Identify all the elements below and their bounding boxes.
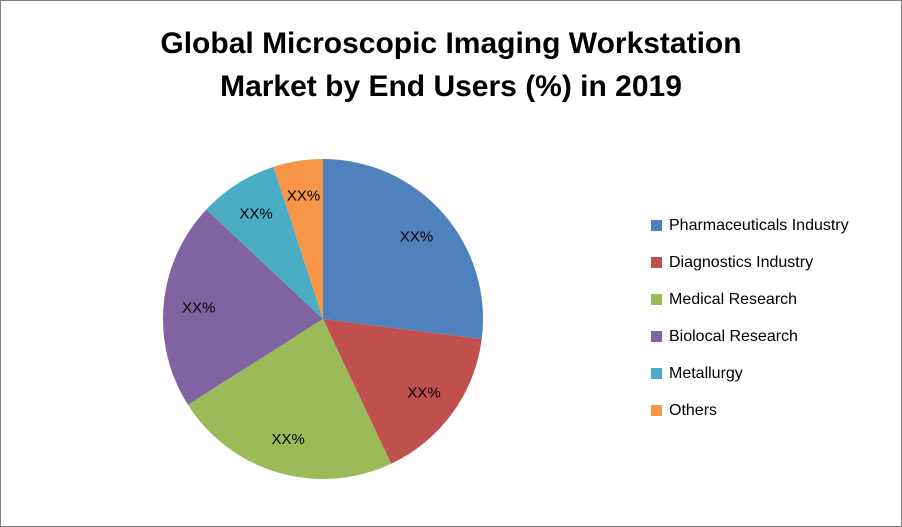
legend-swatch-icon [651,220,662,231]
legend-swatch-icon [651,405,662,416]
legend-item-medical-research: Medical Research [651,281,849,318]
slice-data-label-biolocal-research: XX% [182,299,215,316]
legend-label: Metallurgy [669,364,743,382]
legend-item-others: Others [651,392,849,429]
pie-slice-pharmaceuticals-industry [323,159,484,340]
slice-data-label-medical-research: XX% [272,431,305,448]
slice-data-label-metallurgy: XX% [239,206,272,223]
pie-slice-diagnostics-industry [323,319,482,464]
legend-label: Diagnostics Industry [669,253,814,271]
legend-label: Biolocal Research [669,327,798,345]
pie-slice-biolocal-research [163,209,323,405]
chart-title-line-2: Market by End Users (%) in 2019 [220,69,682,103]
legend-swatch-icon [651,294,662,305]
slice-data-label-diagnostics-industry: XX% [407,384,440,401]
slice-data-label-pharmaceuticals-industry: XX% [400,229,433,246]
legend-item-diagnostics-industry: Diagnostics Industry [651,244,849,281]
legend-label: Medical Research [669,290,798,308]
slice-data-label-others: XX% [287,188,320,205]
chart-title: Global Microscopic Imaging Workstation M… [1,23,901,108]
pie-slice-others [273,159,323,319]
legend-swatch-icon [651,331,662,342]
legend-label: Pharmaceuticals Industry [669,216,849,234]
pie-slice-metallurgy [206,166,323,319]
legend-swatch-icon [651,257,662,268]
legend: Pharmaceuticals Industry Diagnostics Indu… [651,207,849,429]
chart-title-line-1: Global Microscopic Imaging Workstation [160,27,742,60]
legend-item-pharmaceuticals-industry: Pharmaceuticals Industry [651,207,849,244]
legend-swatch-icon [651,368,662,379]
legend-item-metallurgy: Metallurgy [651,355,849,392]
legend-item-biolocal-research: Biolocal Research [651,318,849,355]
legend-label: Others [669,401,718,419]
pie-slice-medical-research [187,319,392,479]
